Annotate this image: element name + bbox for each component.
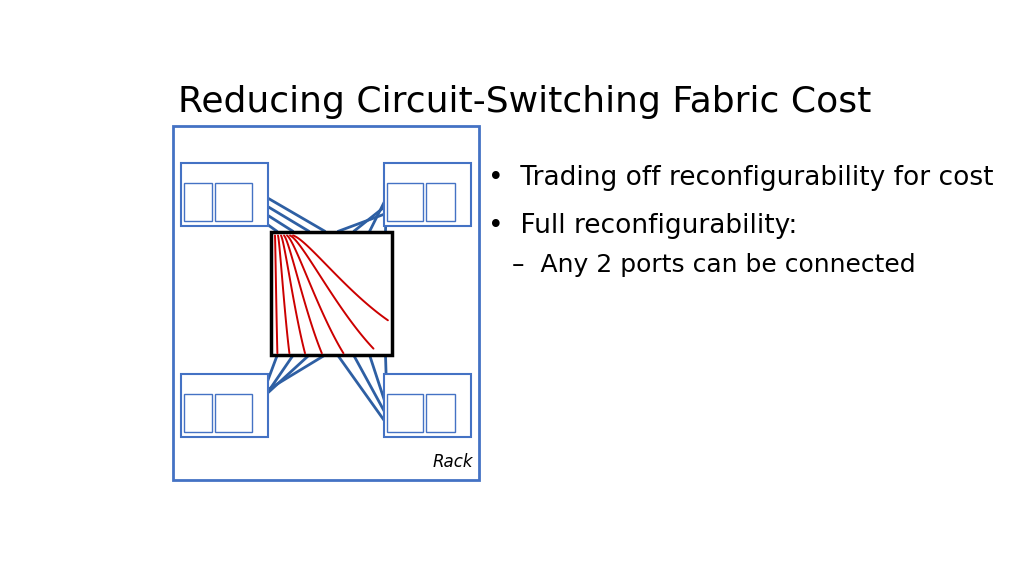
Text: Rack: Rack xyxy=(432,453,473,471)
Text: switch: switch xyxy=(216,412,250,422)
Text: Packet: Packet xyxy=(216,404,250,414)
Bar xyxy=(384,374,471,437)
Text: Packet: Packet xyxy=(388,404,422,414)
Bar xyxy=(271,232,391,355)
Bar xyxy=(183,394,212,432)
Bar xyxy=(215,183,252,221)
Text: –  Any 2 ports can be connected: – Any 2 ports can be connected xyxy=(512,253,915,276)
Text: CPU: CPU xyxy=(186,406,210,419)
Text: switch: switch xyxy=(216,200,250,211)
Text: CPU: CPU xyxy=(428,195,453,209)
Text: SoC C: SoC C xyxy=(205,378,244,391)
Text: Packet: Packet xyxy=(388,193,422,203)
Text: switch: switch xyxy=(388,200,422,211)
Bar xyxy=(387,394,423,432)
Text: Reducing Circuit-Switching Fabric Cost: Reducing Circuit-Switching Fabric Cost xyxy=(178,85,871,119)
Text: CPU: CPU xyxy=(186,195,210,209)
Bar xyxy=(180,374,267,437)
Bar xyxy=(387,183,423,221)
Text: •  Trading off reconfigurability for cost: • Trading off reconfigurability for cost xyxy=(488,165,994,191)
Text: switch: switch xyxy=(388,412,422,422)
Text: SoC B: SoC B xyxy=(408,167,446,180)
Bar xyxy=(215,394,252,432)
Bar xyxy=(183,183,212,221)
Text: SoC D: SoC D xyxy=(408,378,447,391)
Text: ⋮: ⋮ xyxy=(399,419,411,430)
Text: ⋮: ⋮ xyxy=(227,209,239,218)
Bar xyxy=(384,163,471,226)
Text: Packet: Packet xyxy=(216,193,250,203)
Bar xyxy=(180,163,267,226)
Text: ⋮: ⋮ xyxy=(399,209,411,218)
Text: ⋮: ⋮ xyxy=(227,419,239,430)
Bar xyxy=(426,183,455,221)
Text: •  Full reconfigurability:: • Full reconfigurability: xyxy=(488,213,798,239)
Text: SoC A: SoC A xyxy=(205,167,244,180)
Bar xyxy=(426,394,455,432)
Text: CPU: CPU xyxy=(428,406,453,419)
Bar xyxy=(173,126,479,480)
